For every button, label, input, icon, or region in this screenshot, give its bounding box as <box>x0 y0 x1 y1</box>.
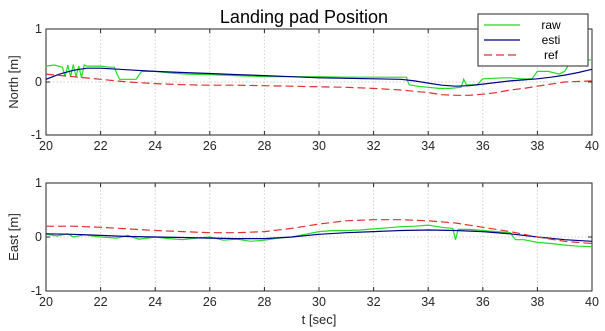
x-tick-label: 32 <box>367 139 381 153</box>
series-line-esti <box>46 229 592 242</box>
y-tick-label: 0 <box>35 230 42 244</box>
east-axes: 20 22 24 26 28 30 32 34 36 38 40 -1 0 1 East [m] t [sec… <box>6 176 599 327</box>
x-tick-label: 20 <box>39 295 53 309</box>
x-tick-label: 24 <box>148 139 162 153</box>
x-tick-label: 38 <box>530 295 544 309</box>
series-line-esti <box>46 67 592 87</box>
series-line-ref <box>46 73 592 96</box>
x-tick-label: 34 <box>421 295 435 309</box>
x-tick-label: 20 <box>39 139 53 153</box>
y-axis-label: North [m] <box>6 55 21 108</box>
x-tick-label: 28 <box>257 295 271 309</box>
x-tick-label: 28 <box>257 139 271 153</box>
chart-title: Landing pad Position <box>220 7 388 27</box>
y-tick-label: -1 <box>31 284 42 298</box>
x-tick-label: 32 <box>367 295 381 309</box>
x-tick-label: 22 <box>94 139 108 153</box>
x-tick-label: 36 <box>476 139 490 153</box>
x-tick-label: 22 <box>94 295 108 309</box>
series-line-ref <box>46 219 592 245</box>
x-tick-label: 38 <box>530 139 544 153</box>
series-line-raw <box>46 59 592 90</box>
y-axis-label: East [m] <box>6 213 21 261</box>
x-tick-label: 26 <box>203 139 217 153</box>
x-tick-label: 40 <box>585 139 599 153</box>
x-tick-label: 30 <box>312 139 326 153</box>
x-tick-label: 24 <box>148 295 162 309</box>
y-tick-label: -1 <box>31 128 42 142</box>
x-axis-label: t [sec] <box>302 312 337 327</box>
y-tick-label: 0 <box>35 75 42 89</box>
y-tick-label: 1 <box>35 22 42 36</box>
legend-label-raw: raw <box>541 18 561 32</box>
y-tick-label: 1 <box>35 176 42 190</box>
legend-label-esti: esti <box>542 33 561 47</box>
legend-label-ref: ref <box>544 48 559 62</box>
x-tick-label: 34 <box>421 139 435 153</box>
x-tick-label: 26 <box>203 295 217 309</box>
x-tick-label: 30 <box>312 295 326 309</box>
x-tick-label: 36 <box>476 295 490 309</box>
x-tick-label: 40 <box>585 295 599 309</box>
